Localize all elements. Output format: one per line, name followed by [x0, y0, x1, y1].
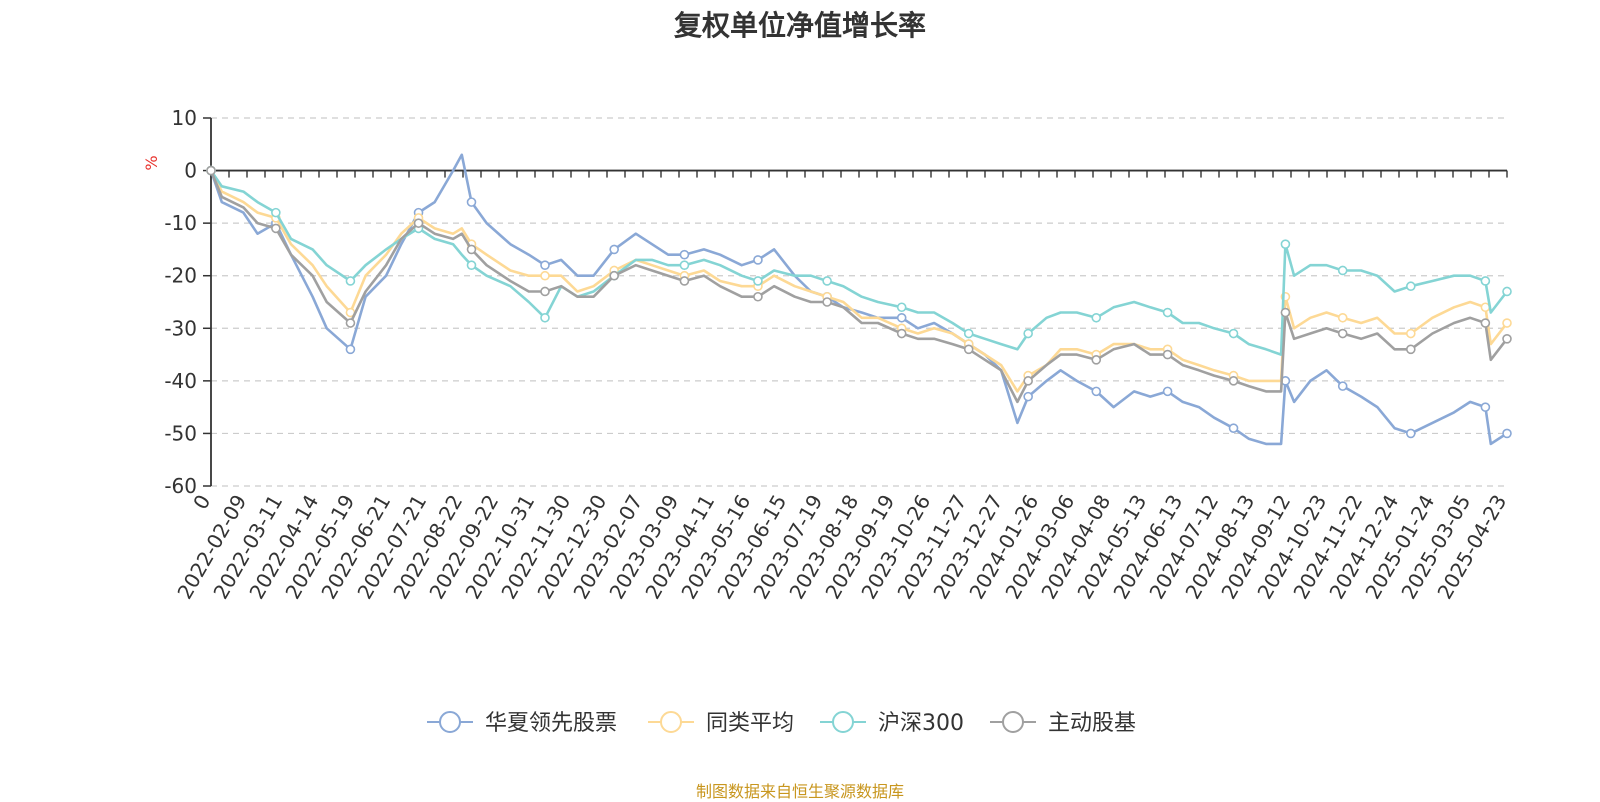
legend-marker — [1002, 711, 1024, 733]
data-point — [1480, 318, 1491, 328]
series-line — [209, 170, 1509, 404]
data-point — [271, 223, 281, 234]
y-tick-label: -50 — [164, 421, 197, 445]
data-point — [822, 276, 832, 286]
data-point — [1280, 239, 1291, 249]
data-point — [1502, 428, 1512, 439]
data-point — [753, 291, 763, 302]
legend-marker — [439, 711, 461, 733]
legend-item[interactable]: 主动股基 — [990, 711, 1136, 736]
legend-label: 同类平均 — [706, 711, 794, 736]
data-point — [1405, 344, 1416, 355]
data-point — [466, 197, 477, 207]
legend-item[interactable]: 同类平均 — [648, 711, 794, 736]
data-point — [466, 260, 477, 271]
legend-label: 主动股基 — [1048, 711, 1136, 736]
data-point — [1337, 265, 1348, 276]
data-point — [1502, 286, 1512, 297]
data-point — [1023, 391, 1033, 402]
series-lines — [206, 153, 1512, 446]
axes: 100-10-20-30-40-50-6002022-02-092022-03-… — [164, 106, 1511, 603]
y-tick-label: -10 — [164, 211, 197, 235]
y-tick-label: 10 — [172, 106, 197, 130]
data-point — [1162, 307, 1173, 318]
data-point — [1337, 381, 1348, 391]
data-point — [679, 249, 690, 260]
data-point — [1023, 376, 1033, 386]
data-point — [1405, 428, 1416, 439]
legend[interactable]: 华夏领先股票 同类平均 沪深300 主动股基 — [427, 711, 1136, 736]
data-point — [540, 312, 550, 323]
data-point — [206, 165, 216, 176]
legend-item[interactable]: 华夏领先股票 — [427, 711, 617, 736]
series-line — [209, 153, 1508, 446]
data-point — [896, 312, 907, 323]
data-point — [963, 328, 974, 339]
data-point — [271, 207, 281, 218]
legend-marker — [660, 711, 682, 733]
y-tick-label: -40 — [164, 369, 197, 393]
data-point — [1480, 276, 1491, 286]
data-point — [1091, 386, 1102, 397]
data-point — [896, 328, 907, 339]
legend-item[interactable]: 沪深300 — [820, 711, 964, 736]
data-point — [609, 270, 619, 281]
data-point — [1091, 355, 1102, 365]
data-point — [609, 244, 619, 255]
data-point — [1162, 349, 1173, 360]
data-point — [345, 276, 356, 286]
y-tick-label: -20 — [164, 264, 197, 288]
legend-label: 沪深300 — [878, 711, 964, 736]
data-point — [466, 244, 477, 255]
data-point — [540, 270, 550, 281]
source-note: 制图数据来自恒生聚源数据库 — [695, 782, 904, 801]
data-point — [1502, 333, 1512, 344]
legend-label: 华夏领先股票 — [485, 711, 617, 736]
data-point — [1228, 423, 1239, 433]
data-point — [753, 255, 763, 265]
data-point — [679, 260, 690, 271]
data-point — [540, 286, 550, 297]
y-tick-label: 0 — [184, 159, 197, 183]
data-point — [345, 318, 356, 328]
data-point — [753, 276, 763, 286]
data-point — [896, 302, 907, 313]
data-point — [822, 297, 832, 307]
series-line — [209, 170, 1509, 393]
data-point — [1405, 281, 1416, 292]
x-tick-label: 0 — [188, 491, 215, 514]
data-point — [1405, 328, 1416, 339]
data-point — [1337, 328, 1348, 339]
data-point — [1228, 328, 1239, 339]
y-axis-unit-label: % — [142, 155, 161, 170]
series-line — [209, 169, 1509, 356]
data-point — [345, 344, 356, 355]
legend-marker — [832, 711, 854, 733]
data-point — [1337, 312, 1348, 323]
data-point — [1502, 318, 1512, 328]
data-point — [540, 260, 550, 271]
data-point — [1480, 402, 1491, 412]
y-tick-label: -60 — [164, 474, 197, 498]
data-point — [1280, 307, 1291, 318]
data-point — [1162, 386, 1173, 397]
data-point — [679, 276, 690, 286]
data-point — [963, 344, 974, 355]
data-point — [1228, 376, 1239, 386]
data-point — [413, 218, 424, 228]
y-tick-label: -30 — [164, 316, 197, 340]
data-point — [1091, 312, 1102, 323]
data-point — [1023, 328, 1033, 339]
chart-title: 复权单位净值增长率 — [673, 9, 926, 42]
